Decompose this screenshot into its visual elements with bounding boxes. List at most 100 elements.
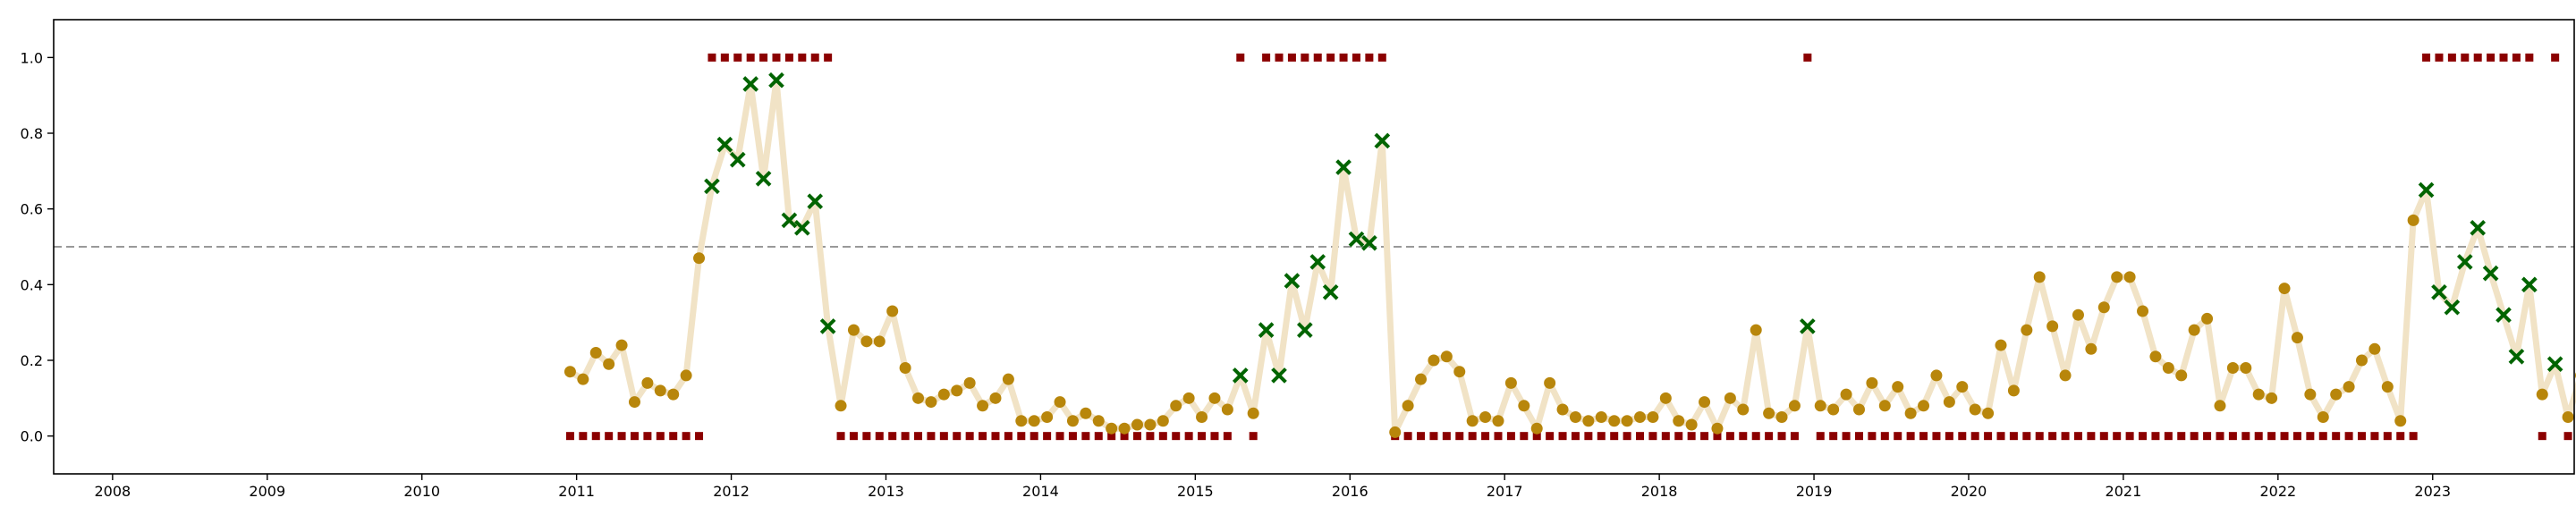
dot-marker [2072, 308, 2084, 321]
cross-marker [793, 220, 810, 236]
dot-marker [977, 400, 989, 412]
x-tick-label: 2009 [249, 483, 285, 500]
dot-marker [1131, 418, 1143, 431]
square-marker [1030, 432, 1038, 441]
square-marker [2190, 432, 2199, 441]
dot-marker [1995, 339, 2007, 351]
square-marker [1352, 53, 1360, 62]
square-marker [1326, 53, 1335, 62]
dot-marker [1699, 396, 1711, 409]
square-marker [2216, 432, 2224, 441]
square-marker [1158, 432, 1167, 441]
dot-marker [2381, 381, 2394, 393]
square-marker [1765, 432, 1774, 441]
dot-marker [2097, 301, 2110, 314]
square-marker [1970, 432, 1979, 441]
dot-marker [2033, 271, 2046, 283]
dot-marker [564, 366, 576, 378]
cross-marker [1335, 159, 1352, 175]
dot-marker [1788, 400, 1801, 412]
dot-marker [577, 373, 589, 385]
square-marker [565, 432, 574, 441]
dot-marker [937, 388, 950, 401]
square-marker [1725, 432, 1734, 441]
cross-marker [1800, 318, 1816, 334]
dot-marker [1866, 376, 1878, 389]
square-marker [1249, 432, 1258, 441]
square-marker [824, 53, 833, 62]
dot-marker [2330, 388, 2343, 401]
square-marker [939, 432, 948, 441]
x-tick-label: 2016 [1332, 483, 1368, 500]
cross-marker [2521, 276, 2538, 293]
dot-marker [2137, 305, 2149, 317]
square-marker [2087, 432, 2096, 441]
dot-marker [1530, 422, 1543, 435]
cross-marker [1271, 367, 1287, 384]
square-marker [2512, 53, 2521, 62]
dot-marker [641, 376, 654, 389]
square-marker [1829, 432, 1838, 441]
dot-marker [1208, 392, 1221, 404]
x-tick-label: 2020 [1951, 483, 1987, 500]
square-marker [2487, 53, 2496, 62]
dot-marker [1492, 415, 1504, 427]
square-marker [1546, 432, 1555, 441]
cross-marker [819, 318, 836, 334]
square-marker [1198, 432, 1207, 441]
square-marker [927, 432, 936, 441]
square-marker [2473, 53, 2482, 62]
dot-marker [2046, 320, 2059, 333]
square-marker [1365, 53, 1374, 62]
square-marker [772, 53, 781, 62]
square-marker [2099, 432, 2108, 441]
y-tick-label: 0.0 [21, 428, 43, 445]
square-marker [1506, 432, 1515, 441]
dot-marker [1221, 403, 1233, 416]
dot-marker [1054, 396, 1066, 409]
dot-marker [1556, 403, 1569, 416]
dot-marker [1982, 407, 1995, 419]
dot-marker [1969, 403, 1981, 416]
dot-marker [1608, 415, 1621, 427]
square-marker [2035, 432, 2044, 441]
dot-marker [1015, 415, 1028, 427]
dot-marker [1170, 400, 1182, 412]
square-marker [1854, 432, 1863, 441]
cross-marker [2444, 299, 2461, 316]
square-marker [2022, 432, 2031, 441]
cross-marker [1284, 273, 1301, 289]
square-marker [1339, 53, 1348, 62]
square-marker [1597, 432, 1606, 441]
square-marker [1906, 432, 1915, 441]
cross-marker [729, 151, 746, 168]
square-marker [1661, 432, 1670, 441]
square-marker [1700, 432, 1709, 441]
square-marker [2203, 432, 2212, 441]
square-marker [953, 432, 962, 441]
square-marker [2177, 432, 2186, 441]
x-tick-label: 2014 [1022, 483, 1059, 500]
dot-marker [2214, 400, 2226, 412]
y-tick-label: 0.4 [21, 276, 43, 293]
dot-marker [1518, 400, 1530, 412]
dot-marker [1002, 373, 1014, 385]
dot-marker [2536, 388, 2548, 401]
dot-marker [1647, 411, 1659, 423]
dot-marker [1763, 407, 1775, 419]
square-marker [1803, 53, 1812, 62]
square-marker [1790, 432, 1799, 441]
cross-marker [1297, 322, 1313, 338]
x-tick-label: 2018 [1641, 483, 1678, 500]
cross-marker [742, 76, 759, 92]
dot-marker [1930, 369, 1943, 382]
dot-marker [835, 400, 847, 412]
dot-marker [2162, 361, 2174, 374]
square-marker [2292, 432, 2301, 441]
dot-marker [912, 392, 925, 404]
square-marker [1184, 432, 1193, 441]
square-marker [1236, 53, 1245, 62]
dot-marker [589, 347, 602, 359]
square-marker [1880, 432, 1889, 441]
square-marker [2151, 432, 2160, 441]
